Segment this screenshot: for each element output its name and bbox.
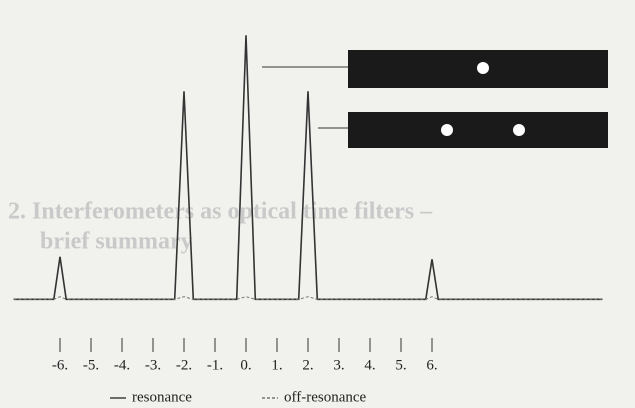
background-heading: brief summary — [40, 229, 193, 255]
x-tick-label: -3. — [145, 357, 161, 373]
x-tick-label: 0. — [240, 357, 251, 373]
x-tick-label: -5. — [83, 357, 99, 373]
x-tick-label: -1. — [207, 357, 223, 373]
legend-label: resonance — [132, 389, 192, 405]
x-tick-label: -2. — [176, 357, 192, 373]
x-tick-label: 5. — [395, 357, 406, 373]
inset-spot — [477, 62, 489, 74]
background-heading: 2. Interferometers as optical time filte… — [8, 199, 433, 225]
x-tick-label: -4. — [114, 357, 130, 373]
inset-spot — [441, 124, 453, 136]
x-tick-label: 1. — [271, 357, 282, 373]
x-tick-label: -6. — [52, 357, 68, 373]
x-tick-label: 4. — [364, 357, 375, 373]
x-tick-label: 2. — [302, 357, 313, 373]
x-tick-label: 3. — [333, 357, 344, 373]
inset-spot — [513, 124, 525, 136]
x-tick-label: 6. — [426, 357, 437, 373]
legend-label: off-resonance — [284, 389, 367, 405]
series-line — [13, 296, 603, 300]
series-line — [13, 35, 603, 301]
inset-image — [348, 112, 608, 148]
